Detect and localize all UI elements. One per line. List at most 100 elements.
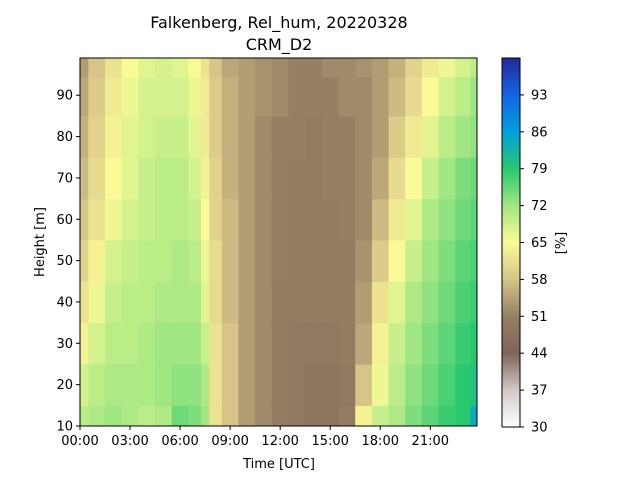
heatmap-cell	[255, 405, 273, 426]
y-tick-label: 70	[56, 171, 73, 186]
heatmap-cell	[80, 76, 89, 117]
heatmap-cell	[271, 115, 290, 158]
heatmap-cell	[305, 157, 323, 200]
heatmap-cell	[238, 405, 256, 426]
heatmap-cell	[288, 405, 306, 426]
heatmap-cell	[200, 405, 210, 426]
heatmap-cell	[171, 157, 190, 200]
heatmap-cell	[470, 157, 477, 200]
heatmap-cell	[371, 363, 390, 406]
heatmap-cell	[188, 157, 202, 200]
heatmap-cell	[338, 76, 356, 117]
heatmap-cell	[438, 281, 456, 324]
heatmap-cell	[105, 115, 123, 158]
heatmap-cell	[405, 198, 423, 241]
heatmap-cell	[355, 115, 373, 158]
heatmap-cell	[200, 239, 210, 282]
heatmap-cell	[80, 363, 89, 406]
heatmap-cell	[321, 198, 340, 241]
heatmap-cell	[355, 198, 373, 241]
heatmap-cell	[171, 115, 190, 158]
heatmap-cell	[200, 198, 210, 241]
heatmap-cell	[470, 322, 477, 365]
heatmap-cell	[80, 239, 89, 282]
heatmap-cell	[188, 198, 202, 241]
heatmap-cell	[321, 322, 340, 365]
heatmap-cell	[105, 281, 123, 324]
heatmap-cell	[221, 58, 240, 78]
heatmap-cell	[238, 157, 256, 200]
heatmap-cell	[388, 115, 406, 158]
heatmap-cell	[371, 198, 390, 241]
heatmap-cell	[321, 405, 340, 426]
heatmap-cell	[138, 405, 156, 426]
heatmap-cell	[271, 157, 290, 200]
heatmap-cell	[288, 157, 306, 200]
heatmap-cell	[200, 58, 210, 78]
heatmap-cell	[470, 239, 477, 282]
heatmap-cell	[88, 363, 106, 406]
heatmap-cell	[321, 239, 340, 282]
y-tick-label: 30	[56, 337, 73, 352]
heatmap-cell	[121, 76, 139, 117]
heatmap-cell	[338, 281, 356, 324]
heatmap-cell	[455, 76, 471, 117]
heatmap-cell	[80, 157, 89, 200]
heatmap-cell	[105, 405, 123, 426]
heatmap-cell	[255, 322, 273, 365]
heatmap-cell	[305, 198, 323, 241]
heatmap-cell	[355, 405, 373, 426]
x-tick-label: 12:00	[261, 434, 298, 449]
heatmap-cell	[121, 405, 139, 426]
heatmap-cell	[405, 115, 423, 158]
heatmap-cell	[388, 157, 406, 200]
colorbar: 30 37 44 51 58 65 72 79 86 93 [%]	[501, 57, 569, 436]
heatmap-cell	[271, 322, 290, 365]
heatmap-cell	[138, 115, 156, 158]
heatmap-cell	[221, 405, 240, 426]
heatmap-cell	[121, 239, 139, 282]
heatmap-cell	[371, 157, 390, 200]
heatmap-cell	[188, 239, 202, 282]
x-tick-label: 09:00	[211, 434, 248, 449]
heatmap-cell	[105, 157, 123, 200]
heatmap-cell	[321, 157, 340, 200]
heatmap-cell	[200, 363, 210, 406]
heatmap-cell	[255, 58, 273, 78]
heatmap-cell	[209, 322, 223, 365]
heatmap-cell	[421, 239, 440, 282]
x-axis-label: Time [UTC]	[242, 457, 315, 472]
heatmap-cell	[155, 405, 173, 426]
colorbar-tick-label: 65	[531, 236, 548, 251]
heatmap-cell	[209, 405, 223, 426]
heatmap-cell	[405, 322, 423, 365]
heatmap-cell	[200, 281, 210, 324]
heatmap-cell	[455, 198, 471, 241]
heatmap-cell	[438, 198, 456, 241]
heatmap-cell	[255, 157, 273, 200]
heatmap-cell	[221, 322, 240, 365]
heatmap-cell	[255, 239, 273, 282]
heatmap-cell	[221, 115, 240, 158]
heatmap-cell	[421, 281, 440, 324]
heatmap-cell	[388, 198, 406, 241]
heatmap-cell	[321, 363, 340, 406]
heatmap-cell	[200, 76, 210, 117]
heatmap-cell	[188, 322, 202, 365]
heatmap-cell	[200, 322, 210, 365]
heatmap-cell	[155, 58, 173, 78]
heatmap-cell	[438, 157, 456, 200]
colorbar-tick-label: 44	[531, 347, 548, 362]
heatmap-cell	[138, 239, 156, 282]
heatmap-cell	[88, 322, 106, 365]
heatmap-cell	[221, 363, 240, 406]
x-tick-label: 15:00	[311, 434, 348, 449]
heatmap-cell	[355, 157, 373, 200]
heatmap-cell	[209, 115, 223, 158]
x-tick-label: 00:00	[61, 434, 98, 449]
colorbar-tick-label: 30	[531, 421, 548, 436]
heatmap-cell	[421, 198, 440, 241]
chart-subtitle: CRM_D2	[246, 35, 313, 55]
heatmap-cell	[388, 322, 406, 365]
heatmap-cell	[455, 405, 471, 426]
